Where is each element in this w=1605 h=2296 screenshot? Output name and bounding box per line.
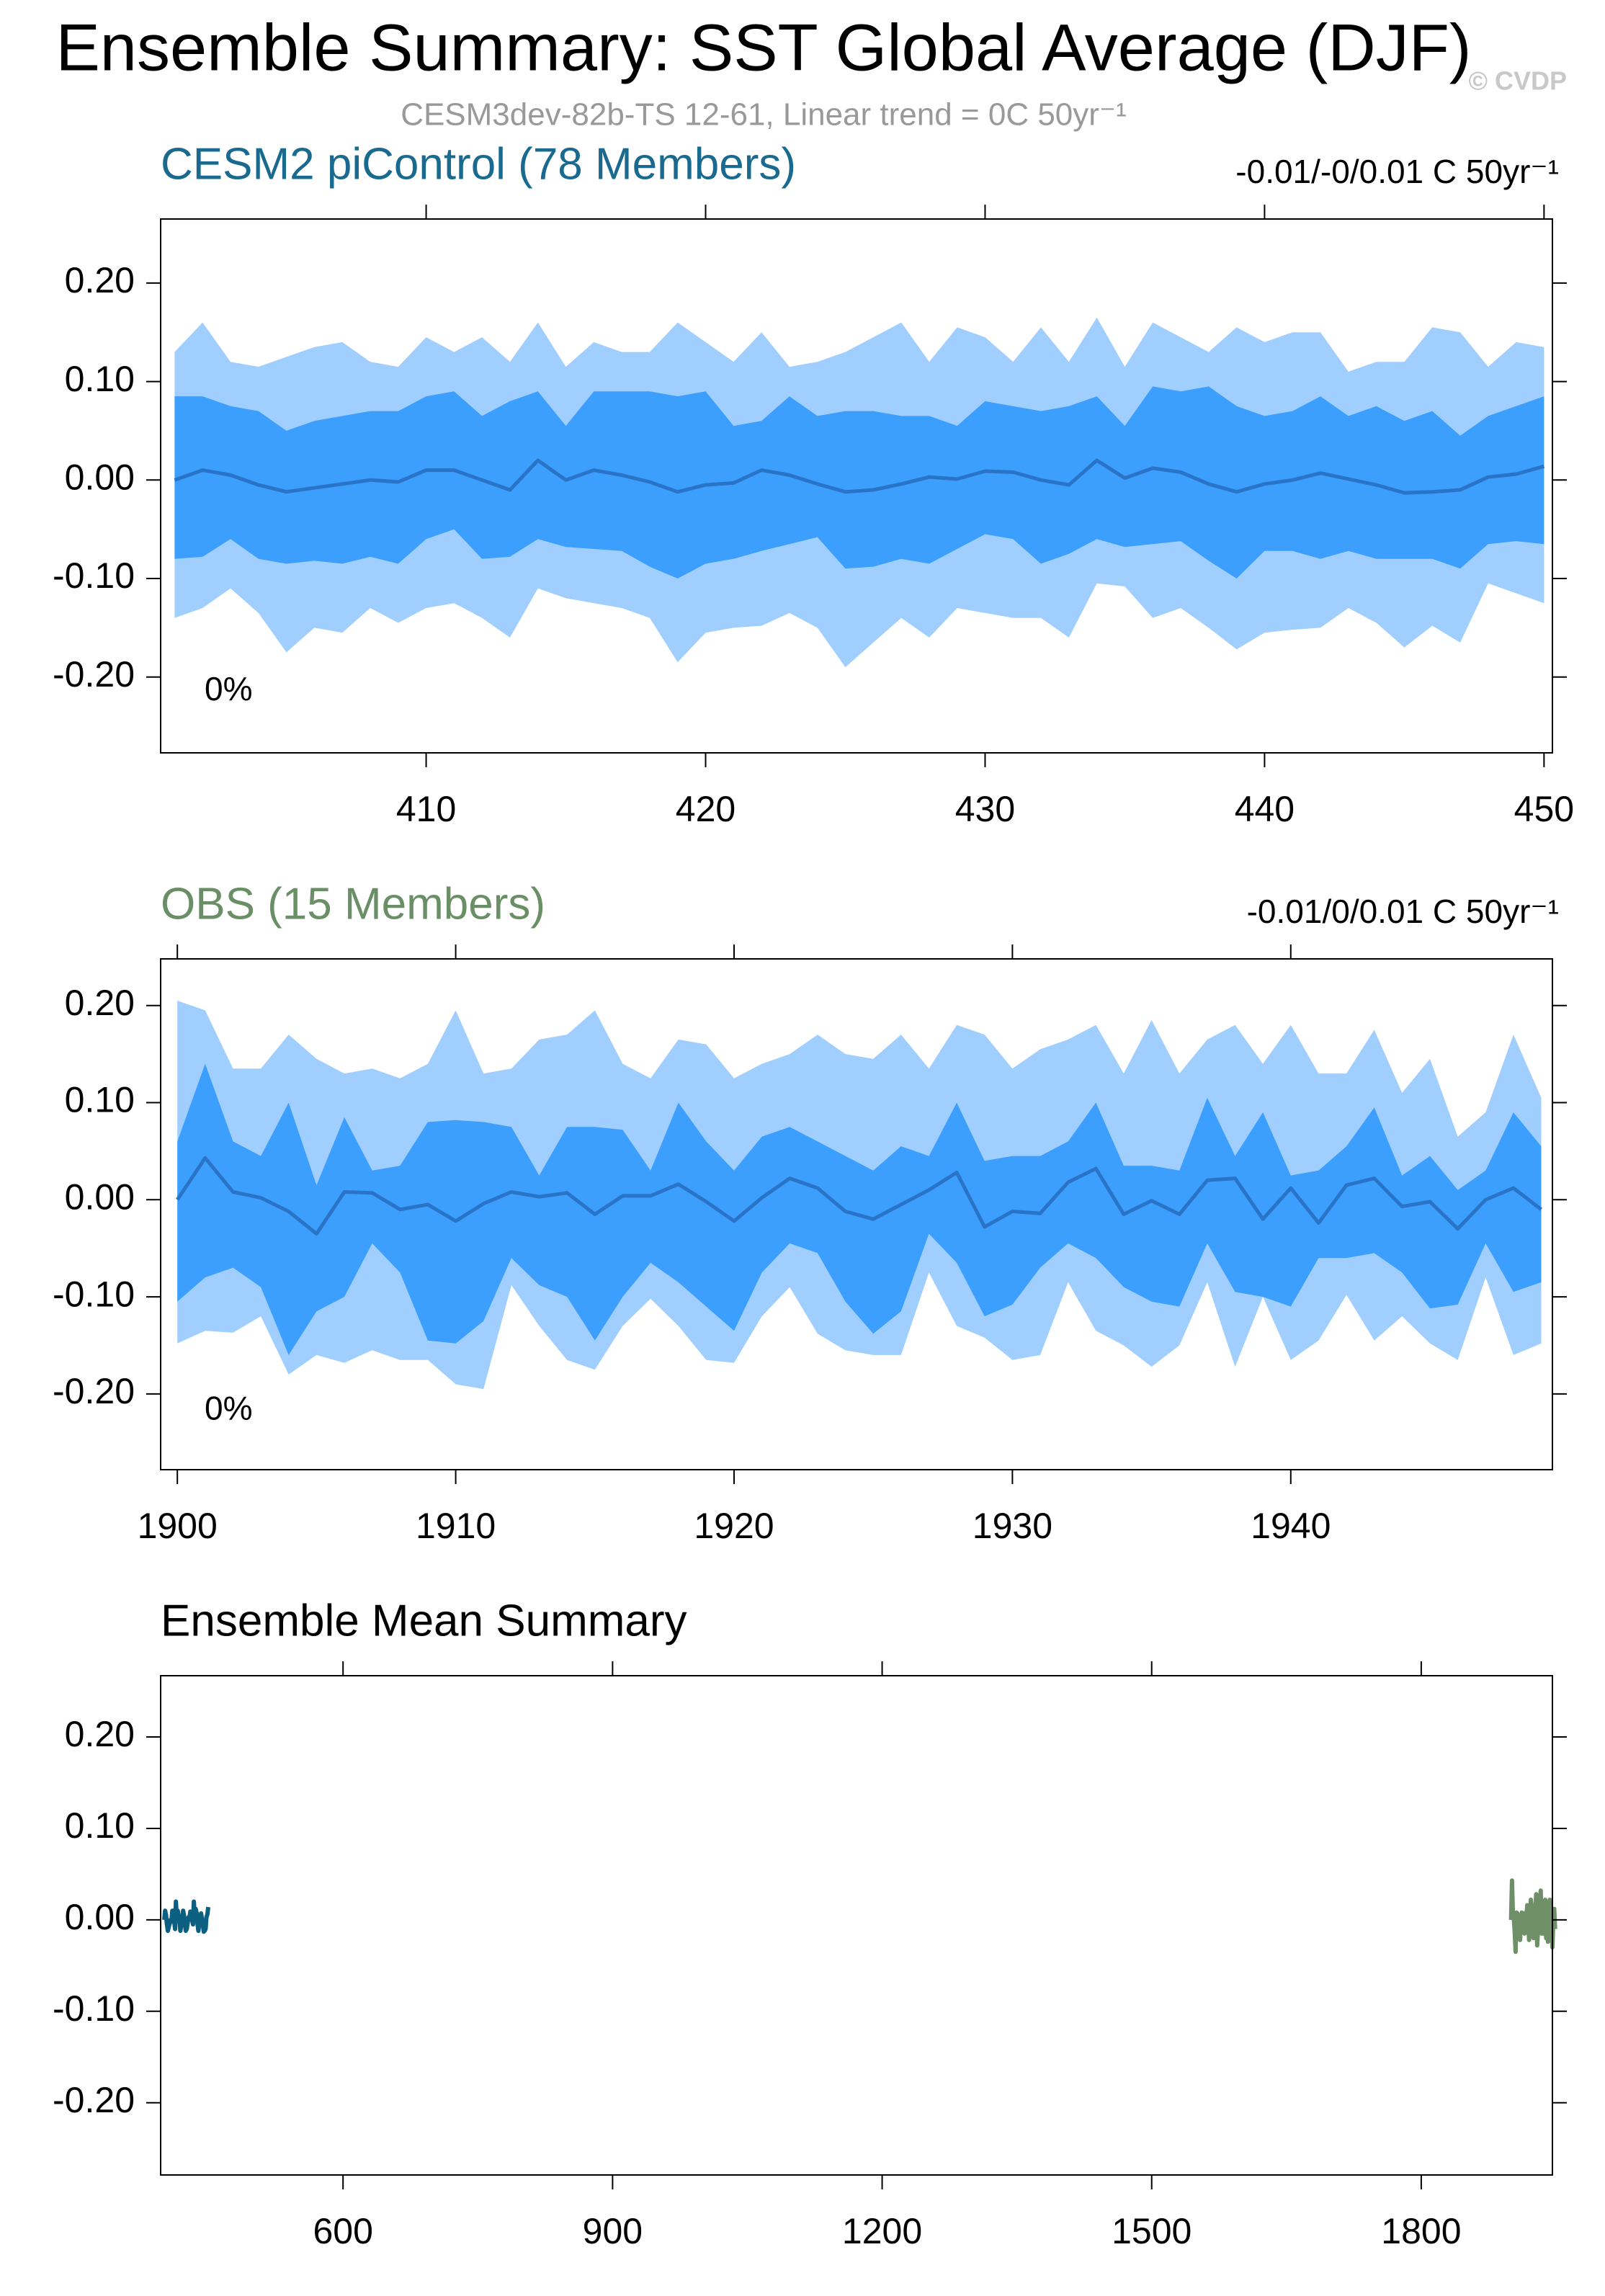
figure-title: Ensemble Summary: SST Global Average (DJ…	[55, 11, 1471, 84]
plot-frame	[160, 1675, 1553, 2176]
band-area	[177, 1063, 1542, 1355]
x-tick-label: 1920	[694, 1506, 774, 1546]
panel-title: Ensemble Mean Summary	[161, 1596, 687, 1645]
y-tick-label: -0.20	[53, 1371, 135, 1411]
y-tick-label: 0.20	[65, 983, 135, 1023]
y-tick-label: -0.10	[53, 555, 135, 596]
x-tick-label: 1500	[1112, 2211, 1192, 2251]
x-tick-label: 600	[313, 2211, 372, 2251]
ensemble-mean-line	[1508, 1878, 1557, 1955]
trend-label: -0.01/-0/0.01 C 50yr⁻¹	[1235, 153, 1559, 190]
y-tick-label: 0.00	[65, 457, 135, 498]
y-tick-label: -0.10	[53, 1988, 135, 2029]
y-tick-label: 0.20	[65, 1714, 135, 1754]
panel-title: CESM2 piControl (78 Members)	[161, 139, 796, 189]
x-tick-label: 1910	[416, 1506, 496, 1546]
band-area	[174, 386, 1544, 579]
y-tick-label: 0.00	[65, 1176, 135, 1217]
plot-frame	[160, 218, 1553, 754]
x-tick-label: 1930	[973, 1506, 1052, 1546]
x-tick-label: 410	[396, 789, 456, 829]
y-tick-label: 0.10	[65, 1805, 135, 1846]
panel-title: OBS (15 Members)	[161, 879, 545, 929]
mean-line	[176, 1156, 1543, 1236]
trend-label: -0.01/0/0.01 C 50yr⁻¹	[1247, 893, 1559, 930]
y-tick-label: 0.00	[65, 1897, 135, 1937]
y-tick-label: -0.20	[53, 654, 135, 694]
y-tick-label: 0.10	[65, 359, 135, 399]
watermark: © CVDP	[1468, 66, 1567, 96]
percent-label: 0%	[205, 670, 252, 707]
x-tick-label: 430	[955, 789, 1015, 829]
x-tick-label: 1200	[842, 2211, 922, 2251]
x-tick-label: 1800	[1381, 2211, 1461, 2251]
x-tick-label: 1900	[138, 1506, 218, 1546]
ensemble-mean-line	[162, 1899, 211, 1934]
x-tick-label: 440	[1235, 789, 1295, 829]
y-tick-label: 0.20	[65, 260, 135, 300]
y-tick-label: -0.20	[53, 2080, 135, 2120]
mean-line	[174, 458, 1545, 495]
plot-frame	[160, 958, 1553, 1470]
y-tick-label: 0.10	[65, 1080, 135, 1120]
x-tick-label: 900	[583, 2211, 643, 2251]
y-tick-label: -0.10	[53, 1274, 135, 1314]
x-tick-label: 1940	[1251, 1506, 1331, 1546]
x-tick-label: 420	[676, 789, 736, 829]
percent-label: 0%	[205, 1390, 252, 1427]
figure-subtitle: CESM3dev-82b-TS 12-61, Linear trend = 0C…	[401, 97, 1127, 133]
x-tick-label: 450	[1514, 789, 1574, 829]
